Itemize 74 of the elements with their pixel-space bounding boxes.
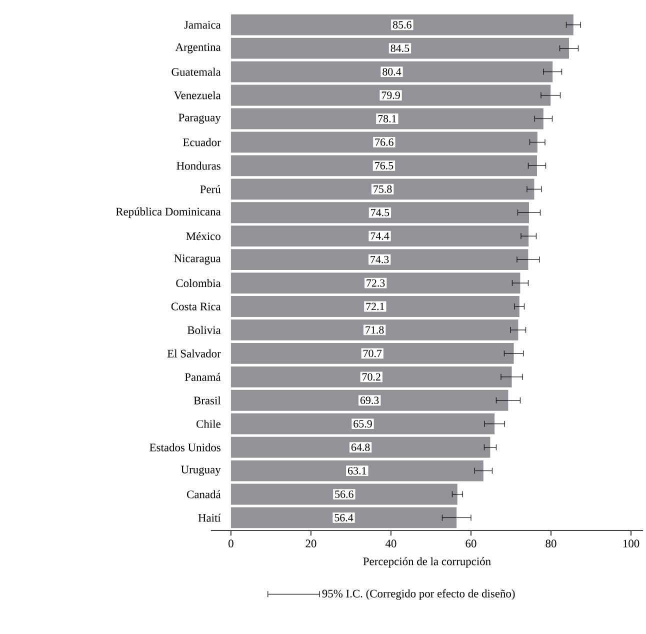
y-tick-label: Estados Unidos xyxy=(150,443,220,452)
data-label: 71.8 xyxy=(366,326,384,334)
data-label: 56.6 xyxy=(335,490,354,498)
data-label: 79.9 xyxy=(382,91,400,99)
bar xyxy=(230,366,512,388)
bar xyxy=(230,484,458,505)
data-label: 72.3 xyxy=(366,279,385,287)
bar xyxy=(230,272,520,294)
bar xyxy=(230,319,518,340)
x-tick-label: 100 xyxy=(623,540,640,548)
data-label: 80.4 xyxy=(382,68,402,76)
data-label: 74.3 xyxy=(370,256,389,264)
data-label: 78.1 xyxy=(378,114,396,122)
text: 95% I.C. (Corregido por efecto de diseño) xyxy=(322,589,515,600)
y-tick-label: Honduras xyxy=(176,162,220,170)
bar xyxy=(230,132,538,153)
y-tick-label: Haití xyxy=(198,514,221,522)
y-tick-label: Jamaica xyxy=(184,20,221,29)
x-tick-label: 40 xyxy=(385,540,396,548)
y-tick-label: Bolivia xyxy=(187,326,221,334)
y-tick-label: Costa Rica xyxy=(171,302,221,310)
y-tick-label: Panamá xyxy=(184,372,221,381)
bar xyxy=(230,460,484,482)
bar xyxy=(230,61,553,82)
y-tick-label: Perú xyxy=(200,185,221,194)
data-label: 75.8 xyxy=(374,185,392,193)
y-tick-label: Argentina xyxy=(175,43,221,54)
y-tick-label: Canadá xyxy=(187,490,221,498)
data-label: 56.4 xyxy=(334,514,354,522)
data-label: 70.2 xyxy=(362,373,380,381)
x-tick-label: 0 xyxy=(228,540,234,548)
data-label: 72.1 xyxy=(366,302,384,310)
data-label: 74.5 xyxy=(371,208,390,216)
bar xyxy=(230,413,495,434)
bar xyxy=(230,178,534,200)
y-tick-label: México xyxy=(186,232,220,240)
y-tick-label: Ecuador xyxy=(183,138,221,146)
y-tick-label: Paraguay xyxy=(178,114,221,124)
y-tick-label: El Salvador xyxy=(167,349,221,358)
bar xyxy=(230,14,574,36)
y-tick-label: República Dominicana xyxy=(116,207,221,218)
y-tick-label: Nicaragua xyxy=(174,254,221,264)
bar xyxy=(230,108,544,130)
bar xyxy=(230,390,508,411)
bar xyxy=(230,507,457,528)
data-label: 85.6 xyxy=(393,21,412,28)
y-tick-label: Chile xyxy=(196,420,220,428)
y-tick-label: Venezuela xyxy=(174,91,221,100)
bar xyxy=(230,436,490,458)
bar xyxy=(230,296,520,317)
bar xyxy=(230,249,528,270)
data-label: 69.3 xyxy=(360,396,379,404)
data-label: 76.5 xyxy=(375,162,394,170)
y-tick-label: Guatemala xyxy=(172,68,221,76)
x-tick-label: 80 xyxy=(546,540,556,548)
bar xyxy=(230,342,514,364)
x-tick-label: 20 xyxy=(306,540,316,548)
x-axis-title: Percepción de la corrupción xyxy=(363,557,491,568)
y-tick-label: Brasil xyxy=(194,396,221,404)
data-label: 63.1 xyxy=(348,467,366,474)
data-label: 84.5 xyxy=(390,44,410,52)
bar xyxy=(230,155,537,176)
bar xyxy=(230,84,551,106)
bar xyxy=(230,226,529,246)
data-label: 64.8 xyxy=(351,444,370,451)
bar xyxy=(230,38,570,59)
x-tick-label: 60 xyxy=(466,540,476,548)
data-label: 65.9 xyxy=(354,420,372,428)
data-label: 74.4 xyxy=(370,232,390,240)
data-label: 70.7 xyxy=(364,350,382,358)
y-tick-label: Colombia xyxy=(176,278,221,287)
y-tick-label: Uruguay xyxy=(181,466,221,476)
data-label: 76.6 xyxy=(375,138,394,146)
bar xyxy=(230,202,529,223)
